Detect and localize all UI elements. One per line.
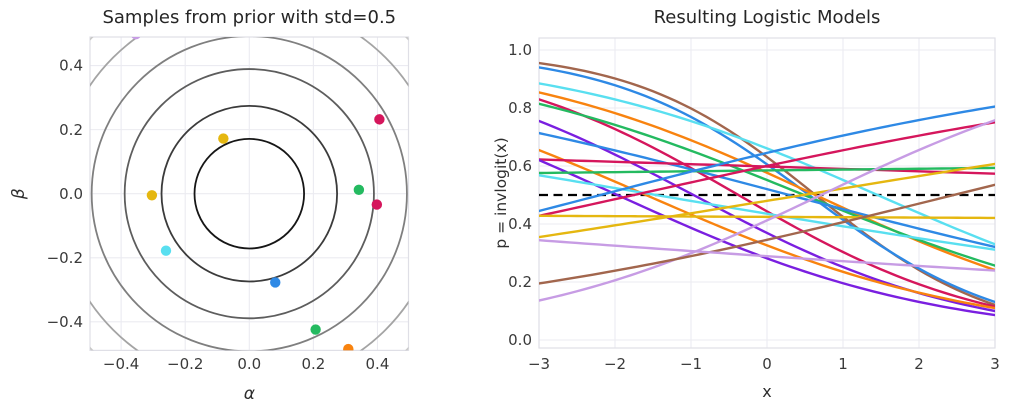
- x-tick-label: −0.2: [167, 355, 203, 373]
- logistic-curve: [539, 183, 995, 285]
- y-tick-label: 0.4: [508, 215, 532, 233]
- sample-point: [218, 133, 229, 144]
- prior-sample-points: [131, 37, 385, 351]
- logistic-curve: [539, 119, 995, 302]
- sample-point: [371, 199, 383, 210]
- y-tick-label: 0.2: [59, 121, 83, 139]
- y-tick-label: 0.8: [508, 99, 532, 117]
- x-tick-label: 3: [990, 355, 1000, 373]
- logistic-curve: [539, 162, 995, 239]
- y-tick-label: 1.0: [508, 41, 532, 59]
- y-tick-labels: −0.4 −0.2 0.0 0.2 0.4: [47, 57, 83, 331]
- x-tick-label: 0.2: [301, 355, 325, 373]
- y-tick-labels: 0.0 0.2 0.4 0.6 0.8 1.0: [508, 41, 532, 349]
- logistic-curve: [539, 82, 995, 246]
- right-yaxis-label: p = invlogit(x): [492, 137, 510, 248]
- sample-point: [310, 324, 321, 335]
- y-tick-label: 0.6: [508, 157, 532, 175]
- right-plot-title: Resulting Logistic Models: [654, 7, 881, 28]
- logistic-curve: [539, 131, 995, 249]
- y-tick-label: −0.2: [47, 249, 83, 267]
- x-tick-label: 0.0: [237, 355, 261, 373]
- plot-border: [89, 36, 410, 351]
- x-tick-labels: −3 −2 −1 0 1 2 3: [528, 355, 1000, 373]
- x-tick-label: −2: [604, 355, 626, 373]
- y-tick-label: −0.4: [47, 313, 83, 331]
- plot-border: [538, 37, 996, 349]
- sample-point: [146, 190, 158, 201]
- left-xaxis-label: α: [244, 384, 255, 404]
- y-tick-label: 0.2: [508, 273, 532, 291]
- contour-circle: [123, 68, 375, 320]
- sample-point: [374, 114, 385, 125]
- x-tick-labels: −0.4 −0.2 0.0 0.2 0.4: [103, 355, 389, 373]
- x-tick-label: 0.4: [366, 355, 390, 373]
- logistic-curve: [539, 148, 995, 310]
- x-tick-label: −0.4: [103, 355, 139, 373]
- x-tick-label: 2: [914, 355, 924, 373]
- x-tick-label: −1: [680, 355, 702, 373]
- sample-point: [131, 37, 141, 40]
- y-tick-label: 0.0: [59, 185, 83, 203]
- left-yaxis-label: β: [9, 188, 29, 200]
- logistic-curve: [539, 214, 995, 220]
- prior-samples-plot: −0.4 −0.2 0.0 0.2 0.4 −0.4 −0.2 0.0 0.2 0.4 Samp…: [9, 7, 410, 404]
- logistic-curve: [539, 121, 995, 218]
- contour-circle: [193, 138, 305, 250]
- sample-point: [160, 245, 172, 256]
- y-tick-label: 0.4: [59, 57, 83, 75]
- logistic-curve: [539, 166, 995, 175]
- right-xaxis-label: x: [762, 382, 771, 401]
- logistic-models-plot: −3 −2 −1 0 1 2 3 0.0 0.2 0.4 0.6 0.8 1.0 Resulting …: [492, 7, 1000, 401]
- contour-circle: [160, 105, 338, 283]
- y-tick-label: 0.0: [508, 331, 532, 349]
- sample-point: [343, 343, 354, 351]
- logistic-curve: [539, 66, 995, 304]
- x-tick-label: 0: [762, 355, 772, 373]
- logistic-curves: [539, 61, 995, 317]
- x-tick-label: 1: [838, 355, 848, 373]
- sample-point: [270, 277, 281, 288]
- logistic-curve: [539, 102, 995, 267]
- contour-circle: [90, 37, 408, 351]
- prior-contours: [90, 37, 409, 351]
- left-plot-title: Samples from prior with std=0.5: [102, 7, 396, 28]
- logistic-curve: [539, 91, 995, 272]
- logistic-curve: [539, 158, 995, 317]
- logistic-curve: [539, 239, 995, 272]
- sample-point: [353, 184, 365, 196]
- logistic-curve: [539, 105, 995, 213]
- logistic-curve: [539, 174, 995, 251]
- x-tick-label: −3: [528, 355, 550, 373]
- logistic-curve: [539, 98, 995, 308]
